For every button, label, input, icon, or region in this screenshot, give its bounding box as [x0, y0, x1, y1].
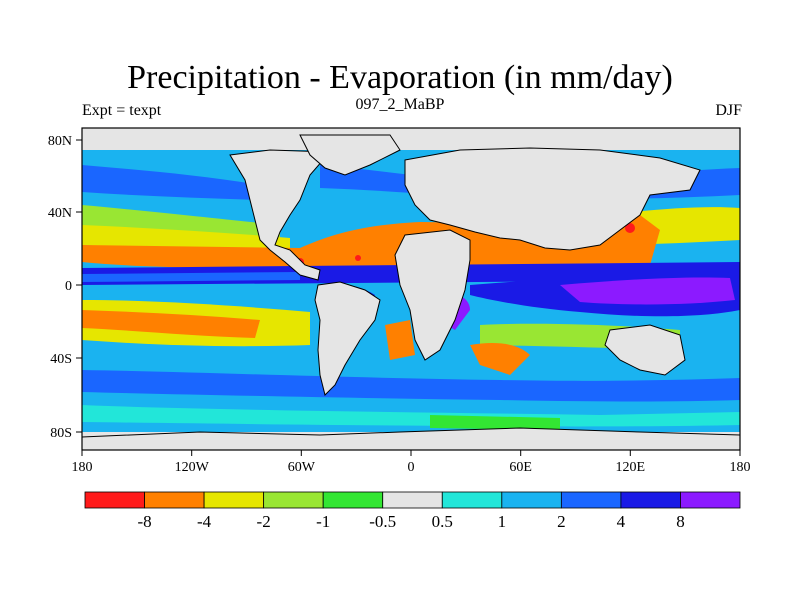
lon-tick-label: 120W: [175, 460, 210, 475]
colorbar-swatch: [441, 491, 503, 509]
lon-tick-label: 180: [730, 460, 751, 475]
colorbar-swatch: [501, 491, 562, 509]
lat-tick-label: 0: [65, 279, 72, 294]
colorbar-label: 2: [557, 512, 566, 531]
southern-storm-track: [82, 370, 740, 402]
australia: [604, 324, 686, 376]
colorbar-swatch: [144, 491, 205, 509]
colorbar-label: 4: [617, 512, 626, 531]
africa: [394, 229, 471, 361]
colorbar-swatch: [263, 491, 324, 509]
colorbar: -8 -4 -2 -1 -0.5 0.5 1 2 4 8: [84, 491, 741, 531]
greenland: [299, 134, 401, 176]
colorbar-label: 1: [498, 512, 507, 531]
lon-tick-label: 0: [408, 460, 415, 475]
lat-tick-label: 40N: [48, 206, 72, 221]
lat-tick-label: 80N: [48, 134, 72, 149]
colorbar-label: 0.5: [432, 512, 453, 531]
se-pacific-dry-maximum: [82, 310, 260, 338]
colorbar-swatch: [382, 491, 443, 509]
spcz-maximum: [560, 277, 735, 305]
continents: [82, 134, 740, 450]
colorbar-swatch: [620, 491, 681, 509]
colorbar-label: -1: [316, 512, 330, 531]
map-subtitle: 097_2_MaBP: [355, 96, 445, 113]
colorbar-swatch: [203, 491, 265, 509]
lat-tick-label: 80S: [50, 426, 72, 441]
colorbar-label: -8: [137, 512, 151, 531]
lon-tick-label: 60W: [288, 460, 316, 475]
lon-tick-label: 60E: [509, 460, 532, 475]
south-america: [314, 281, 381, 396]
colorbar-label: -4: [197, 512, 212, 531]
lat-axis: 80N 40N 0 40S 80S: [48, 134, 82, 441]
colorbar-swatch: [680, 491, 741, 509]
itcz-east-pacific: [82, 272, 300, 282]
colorbar-swatch: [322, 491, 384, 509]
antarctica: [82, 427, 740, 450]
experiment-label: Expt = texpt: [82, 102, 162, 119]
map-field: [82, 128, 740, 450]
arctic-ice-region: [82, 128, 740, 150]
map-title: Precipitation - Evaporation (in mm/day): [127, 59, 673, 96]
north-america: [229, 149, 332, 281]
antarctic-margin-band: [430, 415, 560, 430]
colorbar-swatch: [84, 491, 145, 509]
colorbar-label: -2: [257, 512, 271, 531]
colorbar-label: 8: [676, 512, 685, 531]
lat-tick-label: 40S: [50, 352, 72, 367]
dry-spot: [625, 223, 635, 233]
lon-tick-label: 180: [72, 460, 93, 475]
n-pacific-storm-track: [82, 165, 260, 200]
eurasia: [404, 147, 701, 251]
lon-tick-label: 120E: [616, 460, 646, 475]
southern-ocean-band: [82, 405, 740, 427]
s-atlantic-dry-zone: [385, 320, 415, 360]
n-pacific-subtropics: [82, 205, 280, 240]
season-label: DJF: [715, 102, 742, 119]
colorbar-label: -0.5: [369, 512, 396, 531]
australia-dry-zone: [470, 343, 530, 375]
dry-spot: [355, 255, 361, 261]
lon-axis: 180 120W 60W 0 60E 120E 180: [72, 450, 751, 475]
colorbar-swatch: [560, 491, 622, 509]
